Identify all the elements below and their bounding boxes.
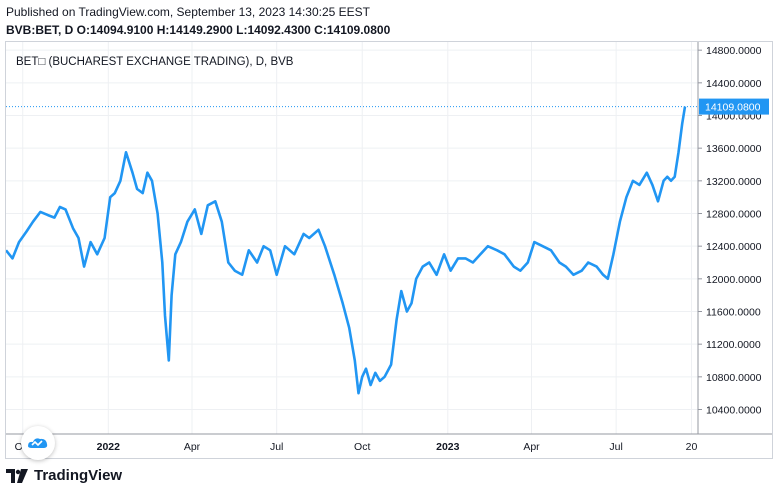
y-tick-label: 11600.0000 <box>706 307 761 319</box>
tradingview-brand[interactable]: TradingView <box>34 467 123 484</box>
x-tick-label: 2023 <box>436 441 460 453</box>
chart-frame[interactable]: 14800.0000 14400.0000 14000.0000 13600.0000… <box>5 41 773 460</box>
y-tick-label: 11200.0000 <box>706 339 761 351</box>
last-value-label: 14109.0800 <box>705 102 761 114</box>
y-tick-label: 14400.0000 <box>706 78 762 90</box>
ohlc-summary: BVB:BET, D O:14094.9100 H:14149.2900 L:1… <box>6 23 391 37</box>
tradingview-logo-icon <box>6 468 28 483</box>
y-tick-label: 14800.0000 <box>706 45 762 57</box>
y-tick-label: 13200.0000 <box>706 176 762 188</box>
price-chart[interactable]: 14800.000014400.000014000.000013600.0000… <box>6 42 772 458</box>
y-tick-label: 10800.0000 <box>706 372 762 384</box>
price-line <box>6 106 687 395</box>
y-tick-label: 10400.0000 <box>706 405 762 417</box>
x-tick-label: 2022 <box>97 441 121 453</box>
y-tick-label: 12800.0000 <box>706 209 762 221</box>
published-caption: Published on TradingView.com, September … <box>6 5 371 19</box>
x-tick-label: 20 <box>686 441 698 453</box>
x-tick-label: Oct <box>354 441 370 453</box>
tradingview-badge[interactable] <box>21 426 55 460</box>
chart-title: BET□ (BUCHAREST EXCHANGE TRADING), D, BV… <box>16 56 294 68</box>
y-tick-label: 13600.0000 <box>706 143 762 155</box>
footer: TradingView <box>6 467 122 484</box>
x-tick-label: Apr <box>523 441 540 453</box>
last-value-tag <box>699 98 769 115</box>
y-tick-label: 12000.0000 <box>706 274 762 286</box>
x-tick-label: Jul <box>270 441 283 453</box>
y-tick-label: 12400.0000 <box>706 241 762 253</box>
x-tick-label: Jul <box>609 441 622 453</box>
tradingview-cloud-icon <box>28 438 48 448</box>
x-tick-label: Apr <box>184 441 201 453</box>
